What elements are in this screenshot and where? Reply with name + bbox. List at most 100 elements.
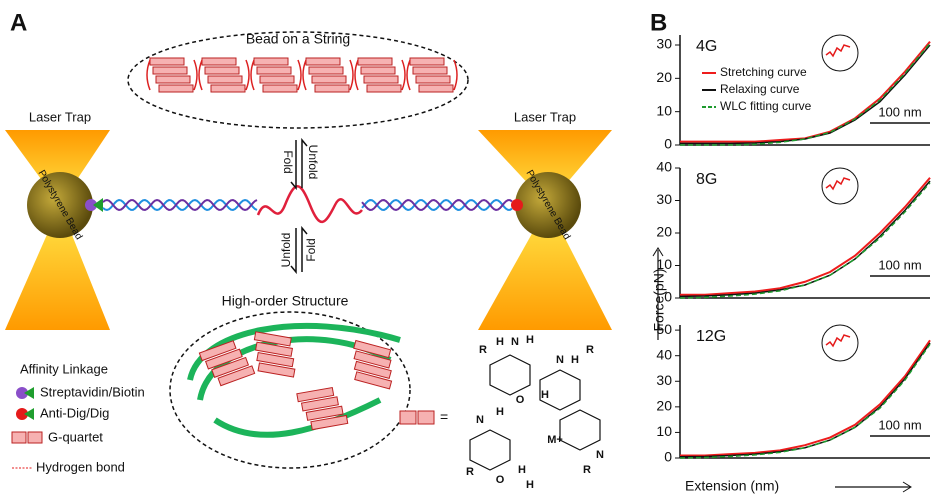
legend-icon xyxy=(12,432,42,443)
atom: R xyxy=(466,466,474,478)
legend-label: G-quartet xyxy=(48,429,103,444)
quartet xyxy=(159,85,193,92)
quartet xyxy=(315,85,349,92)
legend-label: Hydrogen bond xyxy=(36,459,125,474)
quartet xyxy=(367,85,401,92)
label: Fold xyxy=(281,150,295,173)
atom: N xyxy=(476,414,484,426)
quartet xyxy=(410,58,444,65)
y-tick-label: 50 xyxy=(656,321,672,337)
chart-title: 8G xyxy=(696,171,717,188)
label: Unfold xyxy=(306,145,320,180)
atom: R xyxy=(583,464,591,476)
quartet xyxy=(416,76,450,83)
legend-label: Streptavidin/Biotin xyxy=(40,384,145,399)
legend-label: Anti-Dig/Dig xyxy=(40,405,109,420)
quartet xyxy=(150,58,184,65)
quartet xyxy=(364,76,398,83)
curve xyxy=(680,178,930,295)
quartet xyxy=(312,76,346,83)
quartet xyxy=(257,67,291,74)
inset xyxy=(822,35,858,71)
scale-bar-label: 100 nm xyxy=(878,104,921,119)
curve xyxy=(680,343,930,457)
atom: H xyxy=(496,406,504,418)
atom: M+ xyxy=(547,434,563,446)
atom: H xyxy=(496,336,504,348)
y-tick-label: 20 xyxy=(656,398,672,414)
quartet xyxy=(202,58,236,65)
atom: O xyxy=(516,394,525,406)
atom: H xyxy=(526,334,534,346)
atom: H xyxy=(571,354,579,366)
quartet xyxy=(306,58,340,65)
atom: N xyxy=(596,449,604,461)
atom: H xyxy=(518,464,526,476)
quartet xyxy=(156,76,190,83)
atom: H xyxy=(541,389,549,401)
x-axis-title: Extension (nm) xyxy=(685,478,779,494)
atom: R xyxy=(586,344,594,356)
stack xyxy=(297,386,348,431)
y-tick-label: 0 xyxy=(664,289,672,305)
quartet xyxy=(254,58,288,65)
atom: N xyxy=(511,336,519,348)
figure: A Bead on a String Laser Trap Laser Trap… xyxy=(0,0,933,497)
y-tick-label: 0 xyxy=(664,136,672,152)
label: Laser Trap xyxy=(514,109,576,124)
quartet xyxy=(358,58,392,65)
guanine-bonds xyxy=(470,355,600,470)
chart-title: 4G xyxy=(696,38,717,55)
atom: O xyxy=(496,474,505,486)
dig xyxy=(511,199,523,211)
y-tick-label: 40 xyxy=(656,159,672,175)
label: Laser Trap xyxy=(29,109,91,124)
quartet xyxy=(361,67,395,74)
streptavidin xyxy=(93,198,103,212)
legend-title: Affinity Linkage xyxy=(20,361,108,376)
atom: H xyxy=(526,479,534,491)
y-tick-label: 30 xyxy=(656,36,672,52)
curve xyxy=(680,340,930,455)
curve xyxy=(680,344,930,458)
scale-bar-label: 100 nm xyxy=(878,257,921,272)
atom: N xyxy=(556,354,564,366)
panel-label: A xyxy=(10,9,27,36)
g-quartet-icon xyxy=(400,411,434,424)
quartet xyxy=(211,85,245,92)
y-tick-label: 20 xyxy=(656,224,672,240)
quartet xyxy=(419,85,453,92)
label: Unfold xyxy=(279,233,293,268)
quartet xyxy=(260,76,294,83)
y-tick-label: 10 xyxy=(656,423,672,439)
label: Fold xyxy=(304,238,318,261)
quartet xyxy=(263,85,297,92)
curve xyxy=(680,45,930,143)
quartet xyxy=(153,67,187,74)
y-tick-label: 10 xyxy=(656,256,672,272)
inset xyxy=(822,168,858,204)
quartet xyxy=(309,67,343,74)
y-tick-label: 30 xyxy=(656,372,672,388)
scale-bar-label: 100 nm xyxy=(878,417,921,432)
label: High-order Structure xyxy=(222,293,349,309)
legend-label: Stretching curve xyxy=(720,65,807,79)
curve xyxy=(680,42,930,142)
label: Bead on a String xyxy=(246,31,350,47)
legend-label: WLC fitting curve xyxy=(720,99,812,113)
quartet xyxy=(413,67,447,74)
chart-title: 12G xyxy=(696,328,726,345)
ssdna xyxy=(258,186,362,222)
quartet xyxy=(205,67,239,74)
legend-label: Relaxing curve xyxy=(720,82,800,96)
high-order-stacks xyxy=(199,332,399,431)
y-tick-label: 40 xyxy=(656,346,672,362)
y-tick-label: 20 xyxy=(656,69,672,85)
equals: = xyxy=(440,409,448,425)
atom: R xyxy=(479,344,487,356)
y-tick-label: 0 xyxy=(664,449,672,465)
g-quadruplex-stacks xyxy=(147,58,457,92)
panel-label: B xyxy=(650,9,667,36)
